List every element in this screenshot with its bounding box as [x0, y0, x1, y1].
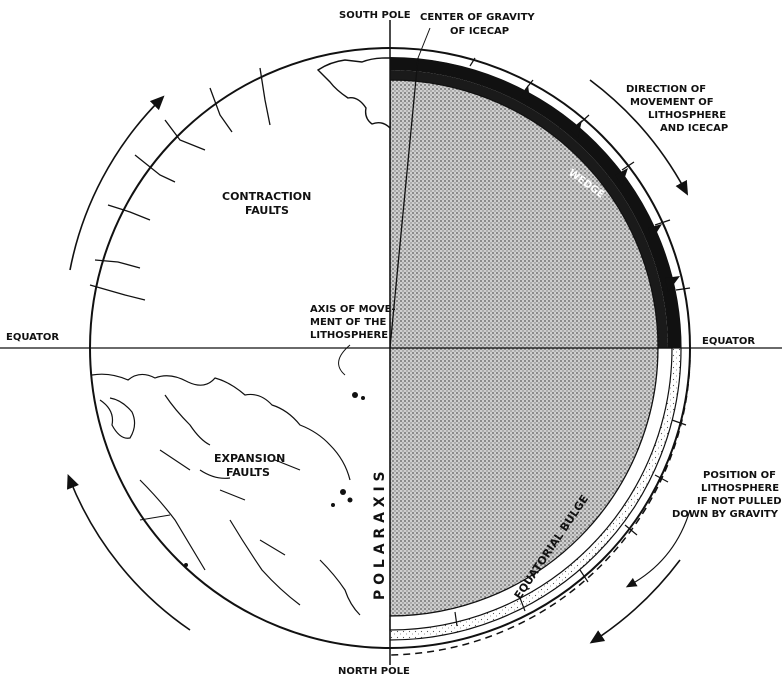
label-center-gravity-2: OF ICECAP: [450, 26, 509, 37]
movement-axis-line: [389, 57, 419, 349]
label-position-3: IF NOT PULLED: [697, 496, 782, 507]
arrow-upper-right: [589, 79, 689, 196]
label-equator-left: EQUATOR: [6, 332, 59, 343]
label-position-2: LITHOSPHERE: [701, 483, 779, 494]
label-polar-axis: P O L A R A X I S: [372, 471, 388, 600]
pointer-axis-arrow: [338, 344, 351, 376]
label-direction-4: AND ICECAP: [660, 123, 728, 134]
label-direction-2: MOVEMENT OF: [630, 97, 714, 108]
coastline-top: [316, 57, 391, 130]
dashed-lithosphere-line: [389, 359, 691, 656]
pointer-position-arrow: [625, 509, 691, 588]
label-position-4: DOWN BY GRAVITY: [672, 509, 779, 520]
arrow-lower-left: [67, 474, 191, 631]
label-south-pole: SOUTH POLE: [339, 10, 411, 21]
label-expansion-2: FAULTS: [226, 466, 270, 479]
label-contraction-1: CONTRACTION: [222, 190, 311, 203]
label-contraction-2: FAULTS: [245, 204, 289, 217]
label-north-pole: NORTH POLE: [338, 666, 410, 677]
expansion-faults: [139, 449, 301, 556]
coastline-bottom: [91, 373, 361, 616]
label-axis-move-3: LITHOSPHERE: [310, 330, 388, 341]
arrow-upper-left: [69, 95, 165, 271]
gravity-pointer: [417, 27, 431, 59]
wedge-spikes: [520, 85, 680, 292]
arrow-lower-right: [589, 559, 681, 644]
label-center-gravity-1: CENTER OF GRAVITY: [420, 12, 535, 23]
label-direction-1: DIRECTION OF: [626, 84, 706, 95]
label-axis-move-1: AXIS OF MOVE-: [310, 304, 396, 315]
label-direction-3: LITHOSPHERE: [648, 110, 726, 121]
coast-islands: [184, 392, 365, 567]
label-expansion-1: EXPANSION: [214, 452, 285, 465]
label-axis-move-2: MENT OF THE: [310, 317, 386, 328]
label-position-1: POSITION OF: [703, 470, 776, 481]
contraction-faults: [89, 67, 271, 301]
label-equator-right: EQUATOR: [702, 336, 755, 347]
